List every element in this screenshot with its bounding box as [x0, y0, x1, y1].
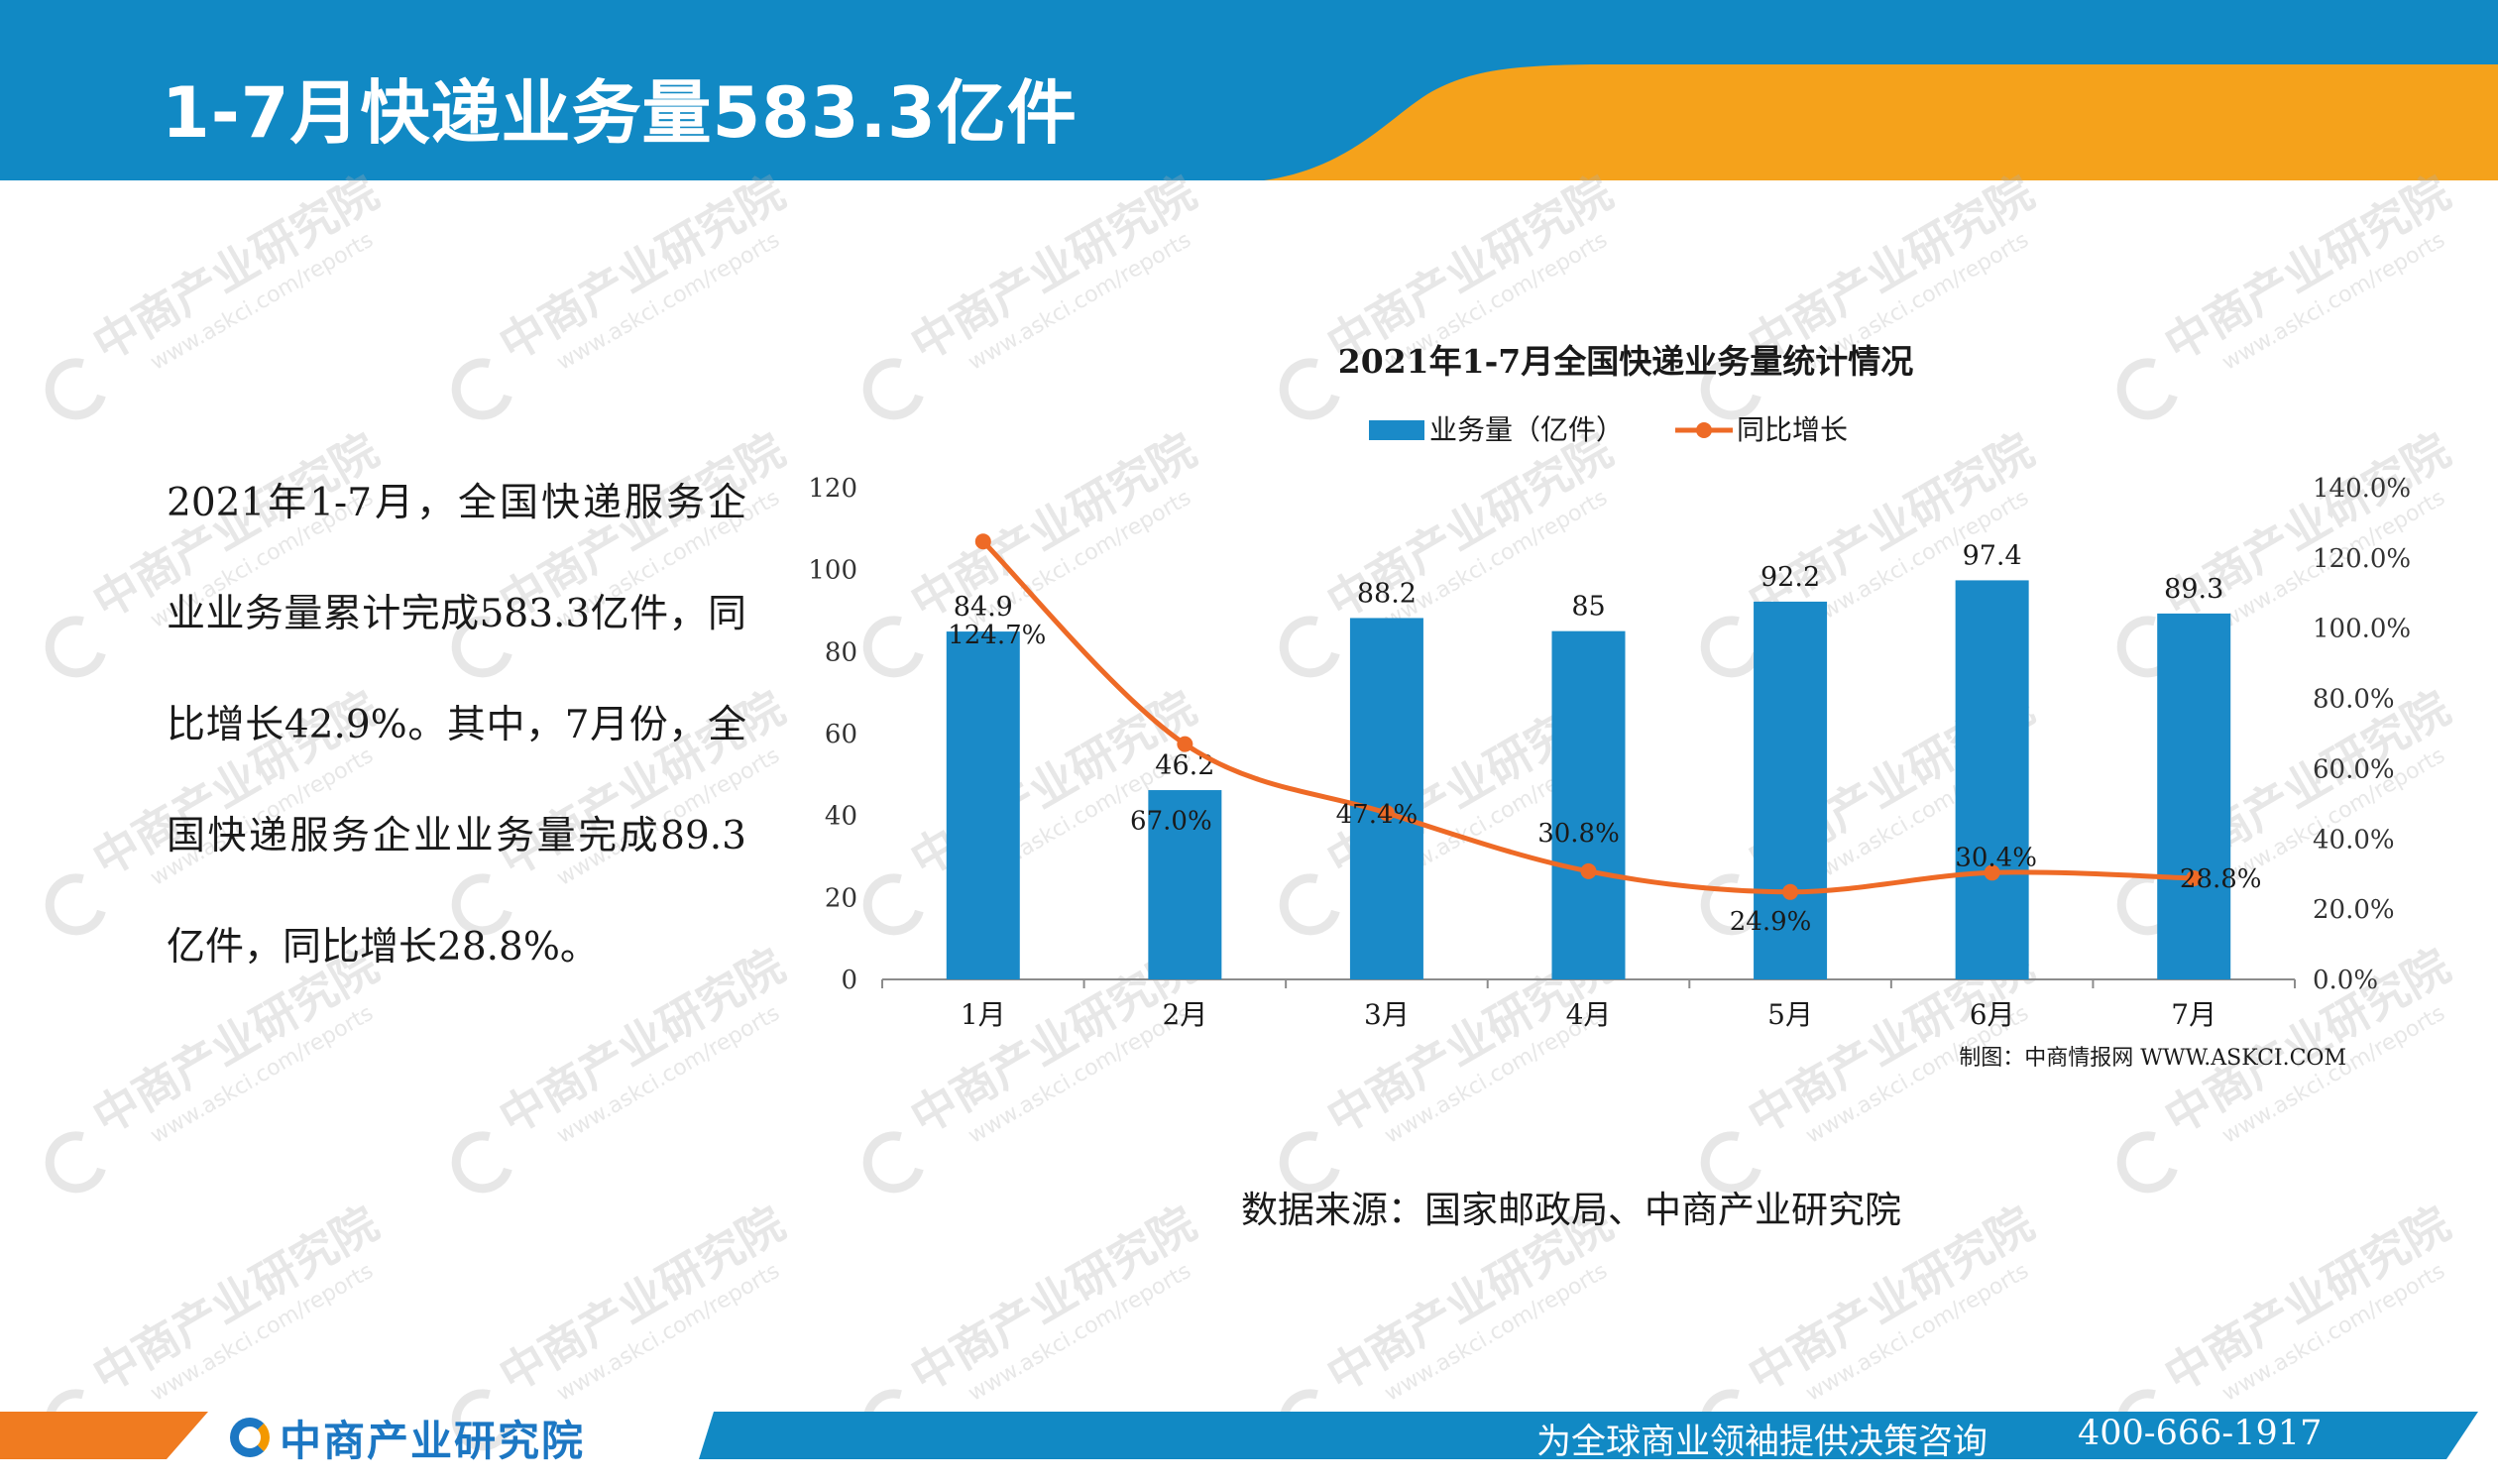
growth-point-3	[1378, 805, 1395, 822]
watermark: 中商产业研究院 www.askci.com/reports	[440, 158, 807, 431]
watermark-url: www.askci.com/reports	[1380, 1258, 1612, 1407]
x-tick-label: 7月	[2171, 998, 2216, 1031]
x-tick-label: 3月	[1364, 998, 1410, 1031]
watermark-text: 中商产业研究院	[490, 1196, 794, 1403]
watermark: 中商产业研究院 www.askci.com/reports	[852, 1189, 1218, 1462]
watermark-logo-icon	[34, 346, 119, 431]
chart-credit: 制图：中商情报网 WWW.ASKCI.COM	[1959, 1046, 2346, 1071]
growth-value-label: 28.8%	[2180, 864, 2262, 894]
growth-point-1	[974, 533, 991, 550]
watermark-logo-icon	[34, 604, 119, 689]
growth-value-label: 24.9%	[1730, 907, 1812, 937]
y-right-tick-label: 40.0%	[2313, 825, 2395, 855]
data-source: 数据来源：国家邮政局、中商产业研究院	[1241, 1189, 1901, 1231]
bar-value-label: 97.4	[1963, 540, 2022, 571]
x-tick-label: 1月	[961, 998, 1006, 1031]
growth-value-label: 47.4%	[1336, 800, 1419, 830]
y-right-tick-label: 60.0%	[2313, 754, 2395, 784]
watermark-text: 中商产业研究院	[83, 1196, 388, 1403]
y-left-tick-label: 100	[808, 556, 857, 586]
footer-slogan: 为全球商业领袖提供决策咨询	[1536, 1423, 1988, 1462]
bar-value-label: 92.2	[1760, 562, 1820, 593]
growth-point-7	[2186, 869, 2203, 886]
watermark-url: www.askci.com/reports	[552, 1000, 784, 1149]
watermark-url: www.askci.com/reports	[146, 227, 378, 376]
watermark-text: 中商产业研究院	[83, 165, 388, 372]
y-right-tick-label: 120.0%	[2313, 544, 2411, 574]
chart-legend: 业务量（亿件） 同比增长	[1369, 413, 1848, 446]
watermark: 中商产业研究院 www.askci.com/reports	[440, 1189, 807, 1462]
watermark: 中商产业研究院 www.askci.com/reports	[2105, 1189, 2472, 1462]
growth-value-label: 124.7%	[948, 621, 1046, 650]
bar-value-label: 88.2	[1357, 578, 1417, 609]
askci-logo-icon	[230, 1418, 270, 1457]
page-title: 1-7月快递业务量583.3亿件	[162, 72, 1078, 154]
growth-point-4	[1580, 862, 1597, 879]
y-right-tick-label: 0.0%	[2313, 966, 2378, 995]
x-tick-label: 5月	[1767, 998, 1813, 1031]
x-tick-label: 6月	[1970, 998, 2015, 1031]
y-right-tick-label: 100.0%	[2313, 615, 2411, 644]
footer-band	[0, 1412, 2478, 1459]
watermark-logo-icon	[34, 1119, 119, 1204]
bar-3	[1349, 618, 1423, 979]
watermark-text: 中商产业研究院	[490, 165, 794, 372]
y-left-tick-label: 0	[841, 966, 857, 995]
y-left-tick-label: 120	[808, 474, 857, 504]
watermark: 中商产业研究院 www.askci.com/reports	[34, 158, 400, 431]
legend-swatch-growth-marker	[1696, 422, 1712, 438]
y-left-tick-label: 60	[825, 720, 857, 749]
bar-1	[946, 631, 1020, 979]
plot-area: 0 20 40 60 80 100 120 0.0% 20.0% 40.0% 60.0% 80.0% 1…	[808, 474, 2411, 1031]
express-volume-chart: 2021年1-7月全国快递业务量统计情况 业务量（亿件） 同比增长 0 20 40 6…	[808, 342, 2411, 1071]
x-tick-label: 2月	[1162, 998, 1207, 1031]
watermark-text: 中商产业研究院	[901, 1196, 1205, 1403]
y-left-tick-label: 20	[825, 883, 857, 913]
watermark-url: www.askci.com/reports	[2217, 1258, 2449, 1407]
bar-4	[1551, 630, 1626, 979]
watermark-logo-icon	[2105, 1119, 2191, 1204]
watermark-text: 中商产业研究院	[2155, 1196, 2459, 1403]
watermark-url: www.askci.com/reports	[146, 1258, 378, 1407]
watermark-url: www.askci.com/reports	[552, 227, 784, 376]
growth-point-5	[1782, 883, 1799, 900]
x-tick-label: 4月	[1566, 998, 1612, 1031]
y-right-tick-label: 20.0%	[2313, 895, 2395, 925]
y-right-tick-label: 140.0%	[2313, 474, 2411, 504]
watermark: 中商产业研究院 www.askci.com/reports	[34, 1189, 400, 1462]
footer-logo-text: 中商产业研究院	[280, 1416, 586, 1465]
legend-label-growth: 同比增长	[1737, 413, 1848, 446]
watermark-url: www.askci.com/reports	[964, 1258, 1195, 1407]
growth-value-label: 30.8%	[1537, 819, 1620, 849]
watermark-logo-icon	[34, 861, 119, 947]
legend-label-volume: 业务量（亿件）	[1429, 413, 1624, 446]
summary-paragraph: 2021年1-7月，全国快递服务企业业务量累计完成583.3亿件，同比增长42.…	[167, 481, 746, 970]
bar-2	[1148, 790, 1222, 979]
bar-value-label: 85	[1571, 592, 1605, 623]
bar-6	[1955, 580, 2029, 979]
watermark-url: www.askci.com/reports	[1801, 1258, 2033, 1407]
watermark-url: www.askci.com/reports	[146, 1000, 378, 1149]
growth-value-label: 30.4%	[1955, 843, 2037, 872]
bar-value-label: 89.3	[2164, 574, 2223, 605]
watermark-logo-icon	[852, 1119, 937, 1204]
footer-logo: 中商产业研究院	[230, 1410, 585, 1465]
y-left-tick-label: 80	[825, 637, 857, 667]
footer-phone: 400-666-1917	[2078, 1414, 2323, 1453]
bar-5	[1754, 601, 1828, 979]
header-band	[0, 0, 2498, 180]
legend-swatch-volume	[1369, 420, 1424, 440]
watermark-logo-icon	[440, 346, 525, 431]
bar-value-label: 84.9	[954, 592, 1013, 623]
bar-7	[2157, 613, 2231, 979]
watermark-logo-icon	[440, 1119, 525, 1204]
watermark-url: www.askci.com/reports	[552, 1258, 784, 1407]
y-left-tick-label: 40	[825, 802, 857, 832]
growth-point-2	[1177, 736, 1193, 752]
growth-value-label: 67.0%	[1130, 807, 1212, 837]
growth-point-6	[1984, 864, 2000, 881]
y-right-tick-label: 80.0%	[2313, 685, 2395, 715]
chart-title: 2021年1-7月全国快递业务量统计情况	[1338, 342, 1913, 381]
